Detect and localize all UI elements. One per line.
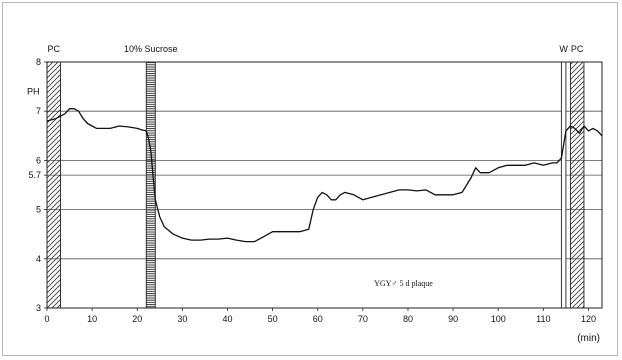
y-tick-label: 8 — [36, 57, 41, 67]
band-rect — [569, 61, 585, 309]
x-tick-label: 0 — [44, 314, 49, 324]
band-label: PC — [571, 44, 584, 54]
band-label: 10% Sucrose — [124, 44, 178, 54]
x-tick-label: 80 — [403, 314, 413, 324]
band-rect — [46, 61, 61, 309]
band-label: PC — [48, 44, 61, 54]
plot-border — [46, 61, 603, 309]
series-line — [46, 108, 603, 243]
y-axis-label: PH — [27, 87, 40, 97]
x-tick-label: 40 — [222, 314, 232, 324]
x-tick-label: 70 — [358, 314, 368, 324]
y-tick-label: 5 — [36, 205, 41, 215]
x-tick-label: 20 — [132, 314, 142, 324]
x-tick-label: 30 — [177, 314, 187, 324]
x-tick-label: 120 — [581, 314, 596, 324]
y-tick-label: 6 — [36, 155, 41, 165]
y-tick-label: 3 — [36, 303, 41, 313]
figure-frame — [2, 2, 618, 356]
x-tick-label: 110 — [536, 314, 550, 324]
band-rect — [560, 61, 567, 309]
y-tick-label: 5.7 — [28, 170, 41, 180]
x-tick-label: 100 — [491, 314, 506, 324]
y-tick-label: 7 — [36, 106, 41, 116]
y-tick-label: 4 — [36, 254, 41, 264]
x-tick-label: 60 — [313, 314, 323, 324]
x-tick-label: 90 — [448, 314, 458, 324]
annotation-text: YGY♂ 5 d plaque — [374, 279, 433, 288]
band-label: W — [559, 44, 568, 54]
x-tick-label: 50 — [268, 314, 278, 324]
x-axis-label: (min) — [577, 333, 600, 344]
x-tick-label: 10 — [87, 314, 97, 324]
